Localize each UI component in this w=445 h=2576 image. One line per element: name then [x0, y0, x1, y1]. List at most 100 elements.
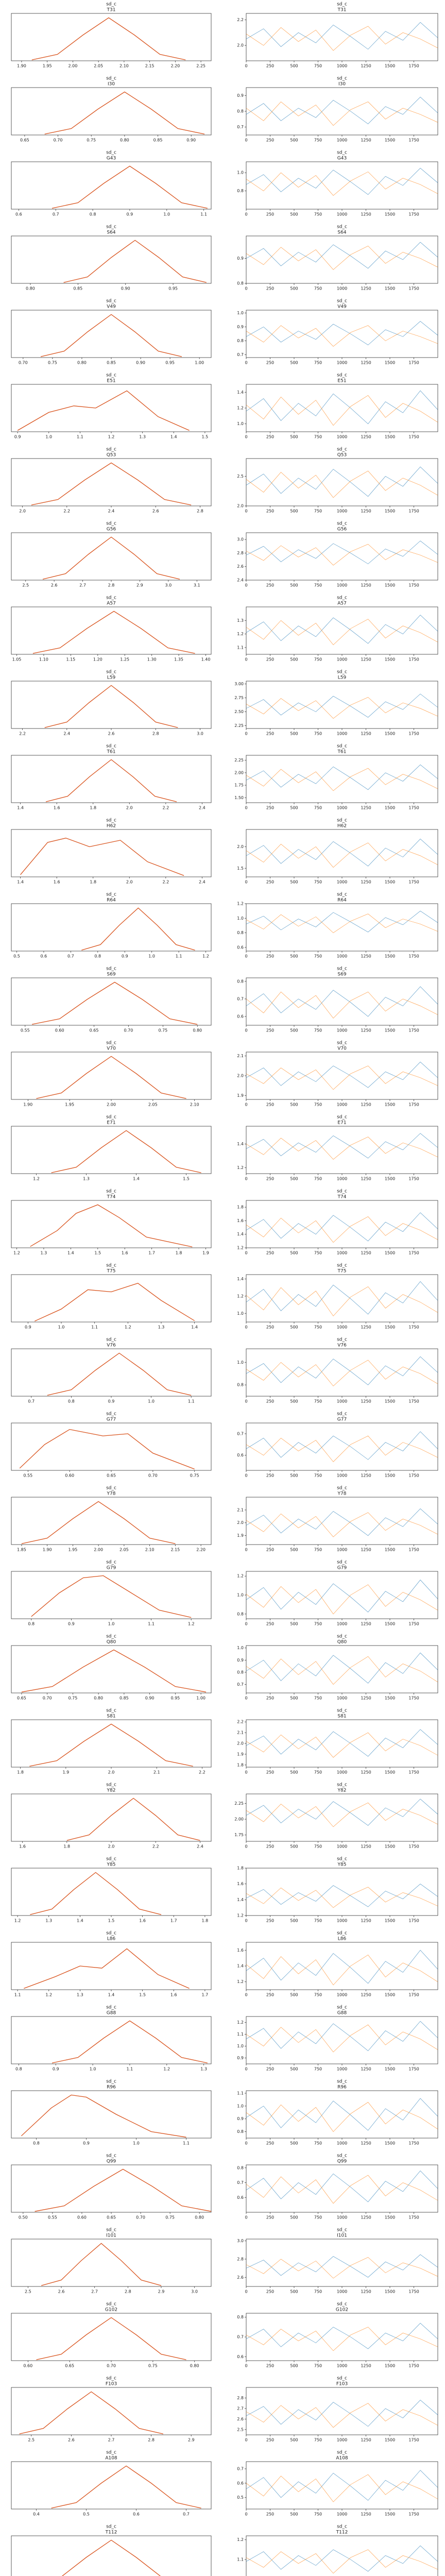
- x-tick-label: 750: [314, 1770, 322, 1775]
- x-tick-label: 500: [290, 1251, 298, 1256]
- x-tick-label: 0.90: [136, 361, 145, 365]
- x-tick-label: 0: [245, 286, 247, 291]
- plot-frame: [11, 1497, 212, 1545]
- trace-line: [246, 1431, 438, 1460]
- x-tick-label: 250: [266, 954, 274, 959]
- x-tick-label: 0: [245, 1622, 247, 1626]
- x-tick-label: 1500: [385, 2438, 395, 2443]
- trace-line: [246, 540, 438, 564]
- plot-frame: [11, 161, 212, 210]
- x-tick-label: 2.2: [162, 880, 169, 885]
- x-tick-label: 0: [245, 2364, 247, 2368]
- plot-frame: [246, 903, 438, 952]
- plot-frame: [246, 2164, 438, 2213]
- x-tick-label: 750: [314, 1103, 322, 1107]
- trace-line: [246, 2400, 438, 2427]
- x-tick-label: 2.0: [126, 880, 133, 885]
- x-tick-label: 500: [290, 1325, 298, 1330]
- x-tick-label: 1.3: [158, 1325, 165, 1330]
- y-tick-label: 2.00: [234, 770, 244, 775]
- x-tick-label: 2.20: [170, 64, 180, 69]
- x-tick-label: 1500: [385, 1103, 395, 1107]
- y-tick-label: 2.6: [237, 2275, 244, 2280]
- x-tick-label: 0.80: [94, 1696, 103, 1701]
- x-tick-label: 0: [245, 1696, 247, 1701]
- subplot-title: Q99: [107, 2159, 116, 2164]
- x-tick-label: 1000: [337, 1770, 347, 1775]
- x-tick-label: 1250: [361, 657, 371, 662]
- subplot-title: sd_c: [106, 299, 116, 304]
- x-tick-label: 0.80: [193, 1028, 202, 1033]
- x-tick-label: 750: [314, 732, 322, 736]
- x-tick-label: 1.00: [195, 361, 204, 365]
- x-tick-label: 2.4: [63, 732, 70, 736]
- x-tick-label: 750: [314, 2141, 322, 2146]
- x-tick-label: 1.1: [77, 435, 83, 439]
- y-tick-label: 2.25: [234, 758, 244, 762]
- subplot-title: S81: [337, 1714, 346, 1719]
- x-tick-label: 0.9: [122, 954, 128, 959]
- y-tick-label: 1.75: [234, 783, 244, 788]
- y-tick-label: 0.7: [237, 2335, 244, 2340]
- x-tick-label: 1750: [408, 509, 419, 514]
- subplot-title: I101: [106, 2233, 116, 2239]
- x-tick-label: 500: [290, 583, 298, 588]
- subplot-title: R64: [337, 898, 347, 903]
- x-tick-label: 2.2: [162, 806, 169, 810]
- x-tick-label: 1750: [408, 2438, 419, 2443]
- plot-frame: [11, 1868, 212, 1916]
- subplot-title: sd_c: [106, 1931, 116, 1936]
- plot-frame: [246, 829, 438, 877]
- y-tick-label: 0.6: [237, 2195, 244, 2200]
- x-tick-label: 0: [245, 2141, 247, 2146]
- x-tick-label: 250: [266, 1993, 274, 1997]
- subplot-title: sd_c: [337, 1337, 347, 1343]
- x-tick-label: 1.8: [63, 1844, 70, 1849]
- x-tick-label: 1000: [337, 657, 347, 662]
- plot-frame: [11, 2090, 212, 2139]
- x-tick-label: 1.3: [200, 2067, 207, 2072]
- x-tick-label: 1.8: [90, 880, 96, 885]
- x-tick-label: 1750: [408, 1993, 419, 1997]
- trace-line: [246, 1360, 438, 1386]
- x-tick-label: 2.9: [188, 2438, 195, 2443]
- subplot-title: G88: [107, 2011, 116, 2016]
- x-tick-label: 2.15: [145, 64, 155, 69]
- x-tick-label: 1750: [408, 732, 419, 736]
- x-tick-label: 0.7: [183, 2512, 190, 2517]
- x-tick-label: 1500: [385, 435, 395, 439]
- plot-frame: [11, 384, 212, 432]
- x-tick-label: 250: [266, 1770, 274, 1775]
- subplot-title: F103: [336, 2382, 348, 2387]
- subplot-title: G43: [107, 156, 116, 161]
- subplot-title: sd_c: [337, 1115, 347, 1120]
- trace-line: [246, 2474, 438, 2502]
- trace-line: [246, 2024, 438, 2053]
- y-tick-label: 1.75: [234, 1833, 244, 1837]
- y-tick-label: 0.9: [237, 325, 244, 329]
- kde-line: [52, 165, 208, 209]
- kde-line: [45, 759, 177, 802]
- plot-frame: [11, 310, 212, 358]
- x-tick-label: 0.95: [165, 361, 175, 365]
- x-tick-label: 1250: [361, 2141, 371, 2146]
- trace-line: [246, 242, 438, 269]
- trace-line: [246, 544, 438, 566]
- x-tick-label: 1.4: [77, 1919, 83, 1923]
- y-tick-label: 2.0: [237, 504, 244, 509]
- x-tick-label: 0.55: [21, 1028, 30, 1033]
- kde-line: [31, 17, 186, 60]
- x-tick-label: 0.9: [83, 2141, 90, 2146]
- x-tick-label: 3.0: [197, 732, 203, 736]
- subplot-title: sd_c: [106, 2376, 116, 2381]
- plot-frame: [11, 235, 212, 284]
- trace-line: [246, 2021, 438, 2052]
- x-tick-label: 2.05: [119, 1548, 129, 1552]
- x-tick-label: 0: [245, 138, 247, 143]
- subplot-title: sd_c: [337, 1560, 347, 1565]
- x-tick-label: 500: [290, 1844, 298, 1849]
- x-tick-label: 0.65: [107, 1473, 116, 1478]
- x-tick-label: 2.6: [58, 2290, 65, 2294]
- subplot-title: sd_c: [337, 447, 347, 452]
- x-tick-label: 250: [266, 2067, 274, 2072]
